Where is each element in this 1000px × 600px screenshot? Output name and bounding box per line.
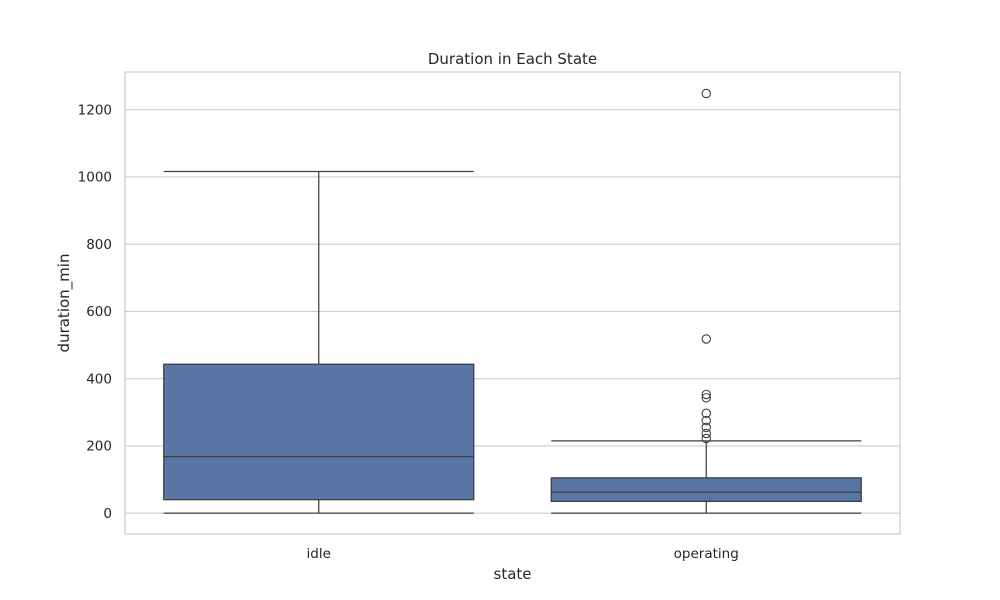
outlier-point [701, 415, 711, 426]
box-operating [550, 88, 862, 514]
outlier-point [701, 428, 711, 439]
y-tick-label-800: 800 [86, 237, 112, 253]
y-axis-label: duration_min [55, 254, 74, 353]
y-tick-label-1000: 1000 [78, 170, 112, 186]
outlier-point [701, 393, 711, 403]
box-idle [163, 170, 475, 514]
outlier-point [701, 422, 711, 433]
box-plot-group [163, 88, 862, 514]
y-tick-label-600: 600 [86, 304, 112, 320]
iqr-box [163, 363, 475, 501]
outlier-point [701, 88, 711, 99]
x-axis-ticks: idle operating [307, 546, 739, 562]
outlier-point [701, 408, 711, 419]
plot-frame [124, 71, 901, 535]
y-tick-label-200: 200 [86, 439, 112, 455]
iqr-box [550, 477, 862, 503]
y-tick-label-0: 0 [103, 506, 112, 522]
y-tick-label-1200: 1200 [78, 102, 112, 118]
outlier-point [701, 334, 711, 344]
y-tick-label-400: 400 [86, 371, 112, 387]
outlier-point [701, 433, 711, 444]
outlier-point [701, 389, 711, 400]
x-axis-label: state [494, 565, 532, 583]
chart-title: Duration in Each State [428, 50, 597, 68]
y-axis-ticks: 0 200 400 600 800 1000 1200 [78, 102, 112, 521]
x-tick-label-idle: idle [307, 546, 331, 562]
x-tick-label-operating: operating [674, 546, 739, 562]
